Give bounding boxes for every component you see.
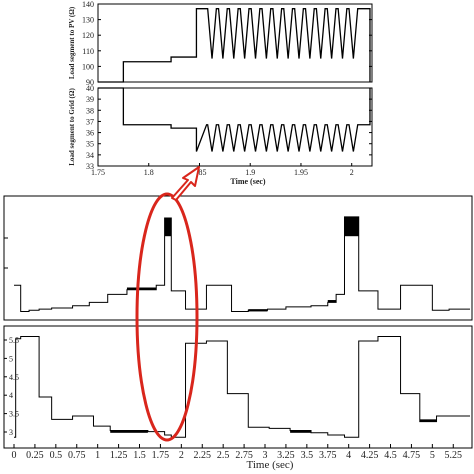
x-tick-label: 1.85 — [192, 168, 206, 177]
inset-grid-xlabel: Time (sec) — [230, 177, 266, 186]
y-tick-label: 3.5 — [9, 410, 19, 419]
switching-block — [344, 216, 359, 237]
x-tick-label: 1.95 — [294, 168, 308, 177]
main-grid-x-ticks: 0 0.25 0.5 0.75 1 1.25 1.5 1.75 2 2.25 2.5 2.75 3 3.2… — [12, 444, 463, 461]
inset-pv-series — [98, 8, 371, 83]
y-tick-label: 4 — [9, 391, 13, 400]
x-tick-label: 2.25 — [194, 450, 212, 461]
x-tick-label: 0 — [12, 450, 17, 461]
x-tick-label: 1.25 — [110, 450, 128, 461]
x-tick-label: 3 — [263, 450, 268, 461]
switching-block — [126, 287, 157, 290]
main-xlabel: Time (sec) — [247, 459, 294, 471]
x-tick-label: 0.75 — [68, 450, 86, 461]
x-tick-label: 2.75 — [235, 450, 253, 461]
main-pv-frame — [3, 195, 473, 321]
y-tick-label: 5 — [9, 354, 13, 363]
y-tick-label: 37 — [86, 117, 94, 126]
x-tick-label: 3.75 — [319, 450, 337, 461]
inset-grid-ylabel: Load segment to Grid (Ω) — [68, 88, 76, 166]
x-tick-label: 2 — [350, 168, 354, 177]
inset-grid-x-ticks: 1.75 1.8 1.85 1.9 1.95 2 — [91, 163, 354, 177]
main-pv-series — [14, 216, 470, 312]
x-tick-label: 4 — [346, 450, 351, 461]
x-tick-label: 3.25 — [277, 450, 295, 461]
x-tick-label: 4.25 — [361, 450, 379, 461]
x-tick-label: 4.5 — [384, 450, 397, 461]
y-tick-label: 39 — [86, 95, 94, 104]
highlight-ellipse — [135, 192, 199, 442]
main-grid-series — [14, 335, 470, 438]
x-tick-label: 2.5 — [217, 450, 230, 461]
zoom-annotation — [135, 166, 200, 442]
inset-grid-series — [98, 87, 371, 152]
y-tick-label: 38 — [86, 106, 94, 115]
y-tick-label: 4.5 — [9, 373, 19, 382]
zoom-arrow — [171, 166, 200, 201]
x-tick-label: 5 — [430, 450, 435, 461]
switching-block — [419, 419, 437, 422]
x-tick-label: 1.9 — [245, 168, 255, 177]
series-line — [98, 8, 371, 83]
switching-block — [110, 430, 148, 433]
switching-block — [327, 300, 337, 303]
x-tick-label: 1.75 — [152, 450, 170, 461]
inset-grid-frame — [97, 87, 373, 167]
x-tick-label: 1.8 — [144, 168, 154, 177]
y-tick-label: 34 — [86, 151, 94, 160]
y-tick-label: 110 — [82, 47, 94, 56]
y-tick-label: 100 — [82, 62, 94, 71]
main-grid-y-ticks: 5.5 5 4.5 4 3.5 3 — [4, 336, 19, 437]
x-tick-label: 2 — [179, 450, 184, 461]
series-line — [14, 216, 470, 312]
y-tick-label: 35 — [86, 140, 94, 149]
series-line — [98, 87, 371, 152]
main-pv-panel — [3, 195, 473, 321]
y-tick-label: 5.5 — [9, 336, 19, 345]
y-tick-label: 3 — [9, 428, 13, 437]
switching-block — [164, 217, 172, 237]
x-tick-label: 3.5 — [301, 450, 314, 461]
inset-pv-panel: 140 130 120 110 100 90 Load segment to PV (Ω) — [68, 0, 373, 87]
main-grid-panel: 5.5 5 4.5 4 3.5 3 0 0.25 0.5 0.75 1 1.25 1.5 1.75 2 2.… — [3, 325, 473, 471]
inset-pv-ylabel: Load segment to PV (Ω) — [68, 6, 76, 79]
y-tick-label: 90 — [86, 78, 94, 87]
x-tick-label: 1.75 — [91, 168, 105, 177]
switching-block — [248, 309, 268, 312]
x-tick-label: 4.75 — [403, 450, 421, 461]
y-tick-label: 140 — [82, 0, 94, 9]
x-tick-label: 1.5 — [133, 450, 146, 461]
x-tick-label: 0.5 — [50, 450, 63, 461]
y-tick-label: 130 — [82, 16, 94, 25]
x-tick-label: 1 — [95, 450, 100, 461]
y-tick-label: 33 — [86, 162, 94, 171]
x-tick-label: 0.25 — [26, 450, 44, 461]
y-tick-label: 120 — [82, 31, 94, 40]
switching-block — [290, 430, 312, 433]
x-tick-label: 5.25 — [445, 450, 463, 461]
main-grid-frame — [3, 325, 473, 449]
y-tick-label: 36 — [86, 129, 94, 138]
y-tick-label: 40 — [86, 84, 94, 93]
inset-grid-panel: 40 39 38 37 36 35 34 33 1.75 1.8 1.85 1.9 1.95 2 Loa… — [68, 84, 373, 186]
series-line — [14, 335, 470, 438]
